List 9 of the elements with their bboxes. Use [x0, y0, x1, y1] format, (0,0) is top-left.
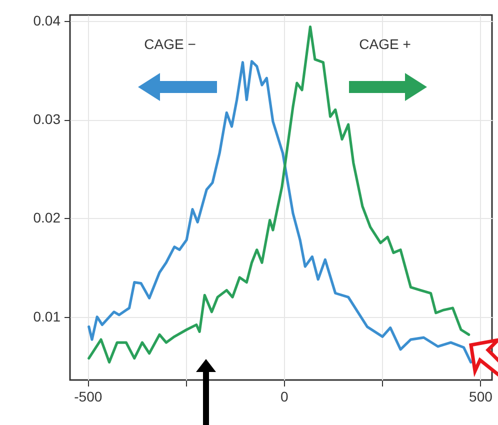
- y-tick-label: 0.01: [33, 308, 61, 324]
- x-tick-label: 500: [469, 388, 493, 404]
- x-tick-label: 0: [280, 388, 289, 404]
- annotation: CAGE −: [144, 36, 196, 52]
- y-tick-label: 0.04: [33, 12, 61, 28]
- y-tick-label: 0.03: [33, 111, 61, 128]
- y-tick-label: 0.02: [33, 210, 61, 226]
- x-tick-label: -500: [74, 388, 102, 404]
- annotation: CAGE +: [359, 36, 411, 52]
